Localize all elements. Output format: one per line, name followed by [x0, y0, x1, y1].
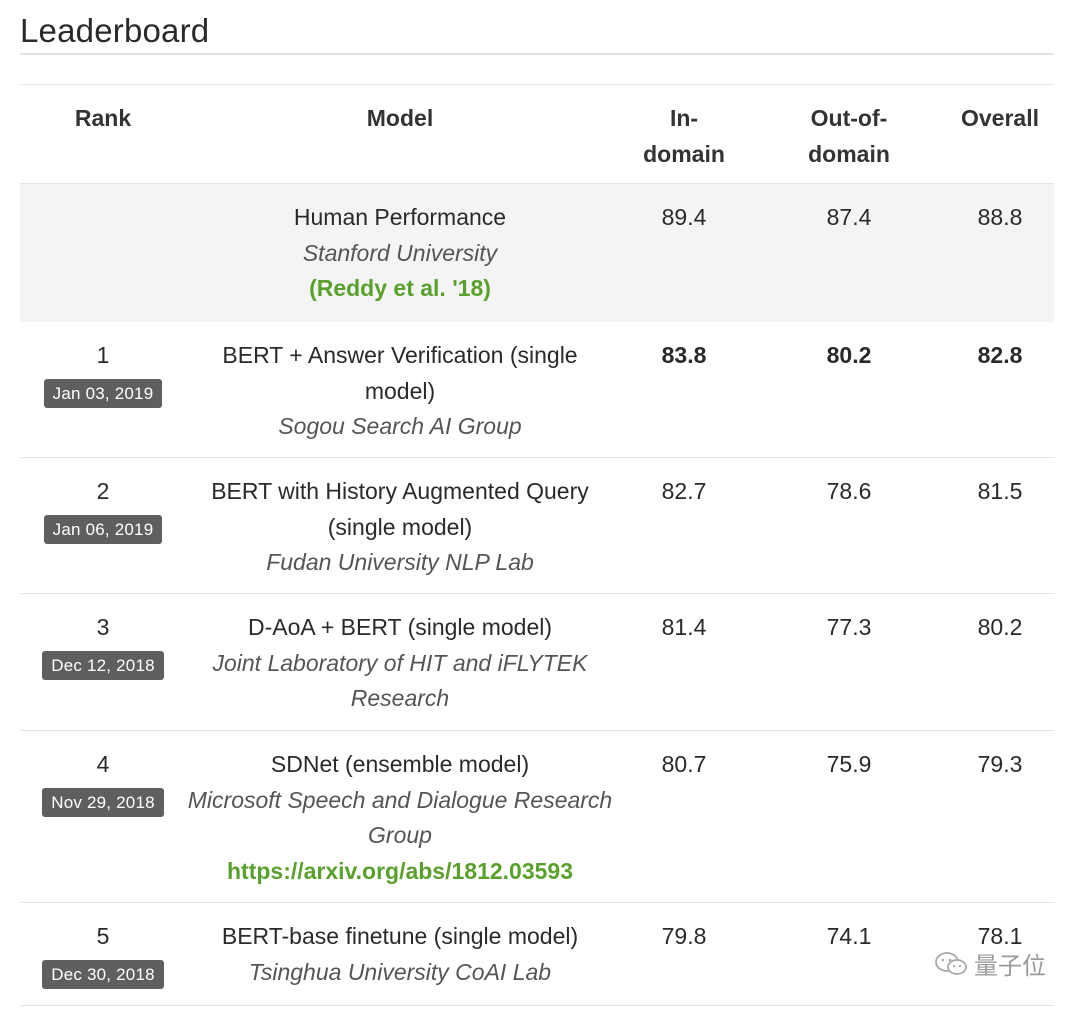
header-model[interactable]: Model [366, 105, 434, 131]
header-out-of-domain-line1: Out-of- [810, 105, 888, 131]
date-badge: Nov 29, 2018 [42, 787, 164, 817]
watermark: 量子位 [934, 946, 1046, 981]
date-badge: Dec 30, 2018 [42, 959, 164, 989]
model-org: Fudan University NLP Lab [266, 549, 534, 575]
overall-score: 82.8 [977, 342, 1023, 368]
rank-number: 5 [96, 923, 110, 949]
table-row: 4 Nov 29, 2018 SDNet (ensemble model) Micro… [20, 731, 1054, 903]
model-cell: SDNet (ensemble model) Microsoft Speech a… [186, 747, 614, 889]
model-org: Joint Laboratory of HIT and iFLYTEK Rese… [212, 649, 588, 712]
rank-number: 3 [96, 614, 110, 640]
model-cell: BERT-base finetune (single model) Tsinghu… [186, 919, 614, 990]
rank-number: 4 [96, 751, 110, 777]
header-in-domain-line1: In- [669, 105, 699, 131]
out-of-domain-score: 77.3 [826, 614, 872, 640]
table-row: 5 Dec 30, 2018 BERT-base finetune (single … [20, 903, 1054, 1006]
out-of-domain-score: 78.6 [826, 478, 872, 504]
rank-cell: 1 Jan 03, 2019 [20, 338, 186, 409]
model-name: BERT with History Augmented Query (singl… [211, 478, 589, 540]
rank-number: 2 [96, 478, 110, 504]
rank-cell: 5 Dec 30, 2018 [20, 919, 186, 990]
model-org: Tsinghua University CoAI Lab [248, 958, 552, 985]
rank-number: 1 [96, 342, 110, 368]
header-out-of-domain[interactable]: Out-of-domain [754, 101, 944, 172]
table-row: 3 Dec 12, 2018 D-AoA + BERT (single model)… [20, 594, 1054, 731]
header-in-domain[interactable]: In-domain [614, 101, 754, 172]
model-org: Stanford University [302, 239, 498, 266]
in-domain-score: 82.7 [661, 478, 707, 504]
header-in-domain-line2: domain [643, 140, 725, 167]
overall-score: 78.1 [977, 923, 1023, 949]
model-org: Sogou Search AI Group [278, 413, 522, 439]
out-of-domain-score: 74.1 [826, 923, 872, 949]
in-domain-score: 80.7 [661, 751, 707, 777]
header-out-of-domain-line2: domain [808, 140, 890, 167]
model-cell: D-AoA + BERT (single model) Joint Laborat… [186, 610, 614, 717]
in-domain-score: 79.8 [661, 923, 707, 949]
overall-score: 81.5 [977, 478, 1023, 504]
model-org: Microsoft Speech and Dialogue Research G… [187, 786, 613, 849]
date-badge: Jan 03, 2019 [43, 378, 163, 408]
rank-cell: 4 Nov 29, 2018 [20, 747, 186, 818]
model-paper-link[interactable]: (Reddy et al. '18) [309, 275, 491, 301]
model-cell: BERT with History Augmented Query (singl… [186, 474, 614, 581]
overall-score: 88.8 [977, 204, 1023, 230]
rank-cell: 2 Jan 06, 2019 [20, 474, 186, 545]
rank-cell: 3 Dec 12, 2018 [20, 610, 186, 681]
model-cell: BERT + Answer Verification (single model… [186, 338, 614, 445]
model-name: BERT-base finetune (single model) [221, 923, 579, 949]
model-name: Human Performance [293, 204, 507, 230]
watermark-text: 量子位 [974, 953, 1046, 980]
out-of-domain-score: 75.9 [826, 751, 872, 777]
overall-score: 80.2 [977, 614, 1023, 640]
in-domain-score: 83.8 [661, 342, 707, 368]
header-overall[interactable]: Overall [961, 105, 1039, 131]
leaderboard-table: Rank Model In-domain Out-of-domain Overa… [20, 84, 1054, 1006]
human-performance-row: Human Performance Stanford University (R… [20, 184, 1054, 322]
in-domain-score: 89.4 [661, 204, 707, 230]
model-name: SDNet (ensemble model) [270, 751, 530, 777]
table-row: 1 Jan 03, 2019 BERT + Answer Verification … [20, 322, 1054, 458]
header-rank[interactable]: Rank [74, 105, 132, 131]
page-title: Leaderboard [20, 12, 210, 49]
model-paper-link[interactable]: https://arxiv.org/abs/1812.03593 [226, 857, 574, 884]
in-domain-score: 81.4 [661, 614, 707, 640]
model-name: D-AoA + BERT (single model) [247, 614, 553, 640]
overall-score: 79.3 [977, 751, 1023, 777]
leaderboard-rows: 1 Jan 03, 2019 BERT + Answer Verification … [20, 322, 1054, 1006]
model-name: BERT + Answer Verification (single model… [222, 342, 578, 404]
date-badge: Dec 12, 2018 [42, 650, 164, 680]
human-model-cell: Human Performance Stanford University (R… [186, 200, 614, 307]
title-divider [20, 53, 1054, 55]
date-badge: Jan 06, 2019 [43, 514, 163, 544]
table-row: 2 Jan 06, 2019 BERT with History Augmented… [20, 458, 1054, 594]
out-of-domain-score: 80.2 [826, 342, 872, 368]
wechat-icon [935, 951, 967, 975]
table-header-row: Rank Model In-domain Out-of-domain Overa… [20, 85, 1054, 184]
out-of-domain-score: 87.4 [826, 204, 872, 230]
